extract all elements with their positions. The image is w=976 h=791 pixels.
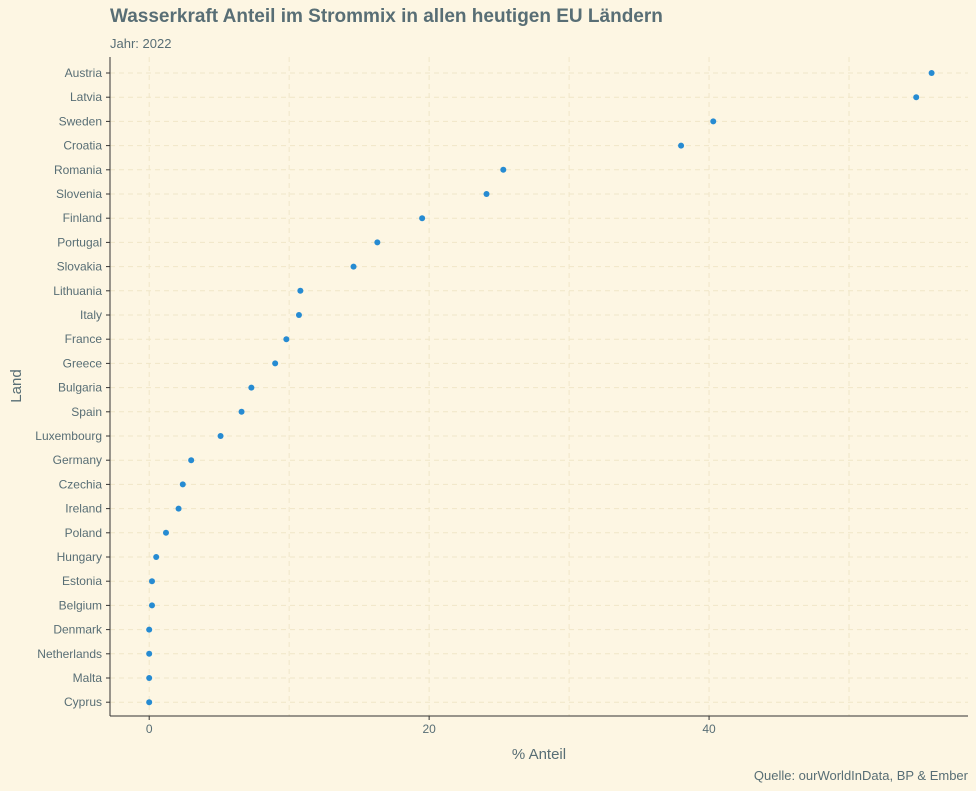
data-point	[146, 699, 153, 706]
chart-subtitle: Jahr: 2022	[110, 36, 172, 51]
chart-title: Wasserkraft Anteil im Strommix in allen …	[110, 6, 663, 27]
data-point	[188, 457, 195, 464]
y-tick-label: Sweden	[59, 114, 102, 128]
data-point	[913, 94, 920, 101]
y-tick-layer: Austria Latvia Sweden Croatia Romania Sloveni…	[35, 66, 110, 709]
x-tick-layer: 0 20 40	[146, 716, 716, 736]
data-point	[419, 215, 426, 222]
data-point	[148, 578, 155, 585]
data-point	[146, 650, 153, 657]
data-point	[374, 239, 381, 246]
data-point	[146, 675, 153, 681]
y-tick-label: Cyprus	[64, 695, 102, 709]
data-point	[500, 166, 507, 173]
y-tick-label: France	[65, 332, 103, 346]
y-tick-label: Austria	[65, 66, 103, 80]
grid-layer	[110, 57, 968, 716]
y-tick-label: Slovenia	[56, 187, 102, 201]
y-axis-title: Land	[8, 369, 25, 402]
x-axis-title: % Anteil	[512, 746, 566, 763]
data-point	[928, 70, 935, 76]
y-tick-label: Hungary	[57, 550, 102, 564]
data-point	[148, 602, 155, 609]
y-tick-label: Greece	[63, 356, 103, 370]
y-tick-label: Ireland	[65, 502, 102, 516]
data-point	[272, 360, 279, 367]
point-layer	[146, 70, 935, 706]
y-tick-label: Germany	[53, 453, 102, 467]
x-tick-label: 0	[146, 722, 153, 736]
data-point	[283, 336, 290, 343]
data-point	[238, 408, 245, 415]
y-tick-label: Romania	[54, 163, 102, 177]
y-tick-label: Bulgaria	[58, 381, 102, 395]
data-point	[350, 263, 357, 270]
data-point	[248, 384, 255, 391]
y-tick-label: Italy	[80, 308, 102, 322]
data-point	[678, 142, 685, 149]
x-tick-label: 40	[702, 722, 716, 736]
data-point	[483, 191, 490, 197]
data-point	[297, 287, 304, 294]
y-tick-label: Latvia	[70, 90, 102, 104]
y-tick-label: Estonia	[62, 574, 102, 588]
y-tick-label: Denmark	[53, 623, 103, 637]
y-tick-label: Portugal	[57, 235, 102, 249]
y-tick-label: Netherlands	[37, 647, 102, 661]
data-point	[179, 481, 186, 488]
data-point	[295, 312, 302, 318]
data-point	[162, 529, 169, 536]
chart-caption: Quelle: ourWorldInData, BP & Ember	[753, 768, 968, 783]
data-point	[175, 505, 182, 512]
y-tick-label: Poland	[65, 526, 102, 540]
y-tick-label: Malta	[73, 671, 103, 685]
y-tick-label: Lithuania	[53, 284, 102, 298]
y-tick-label: Luxembourg	[35, 429, 102, 443]
y-tick-label: Finland	[63, 211, 102, 225]
data-point	[217, 433, 224, 439]
y-tick-label: Belgium	[59, 598, 102, 612]
x-tick-label: 20	[422, 722, 436, 736]
data-point	[710, 118, 717, 125]
y-tick-label: Slovakia	[57, 260, 103, 274]
y-tick-label: Spain	[71, 405, 102, 419]
y-tick-label: Croatia	[63, 139, 102, 153]
data-point	[146, 626, 153, 633]
data-point	[153, 554, 160, 560]
y-tick-label: Czechia	[59, 477, 103, 491]
